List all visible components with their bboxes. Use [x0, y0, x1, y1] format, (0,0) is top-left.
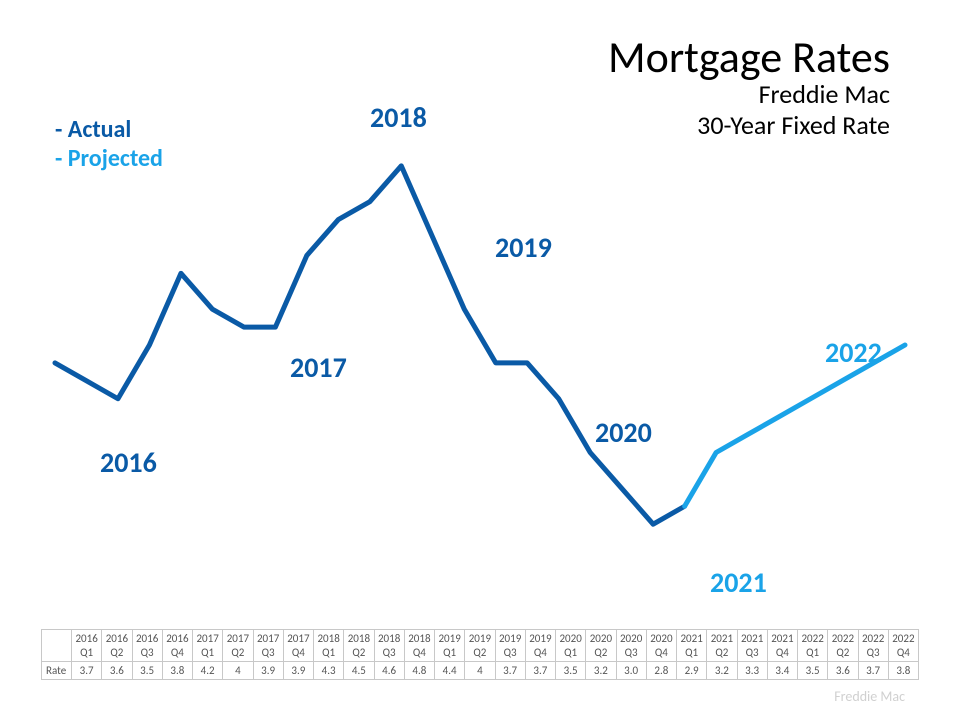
table-header-cell: 2016Q1	[72, 630, 102, 661]
table-header-cell: 2018Q2	[344, 630, 374, 661]
table-header-cell: 2016Q4	[162, 630, 192, 661]
table-cell: 3.7	[858, 661, 888, 679]
table-cell: 3.2	[707, 661, 737, 679]
table-cell: 3.0	[616, 661, 646, 679]
table-cell: 4.8	[404, 661, 434, 679]
table-header-cell: 2017Q1	[193, 630, 223, 661]
table-header-cell: 2018Q1	[314, 630, 344, 661]
table-cell: 3.8	[888, 661, 918, 679]
table-cell: 3.9	[283, 661, 313, 679]
table-header-cell: 2021Q4	[767, 630, 797, 661]
table-cell: 4.2	[193, 661, 223, 679]
table-header-cell: 2017Q4	[283, 630, 313, 661]
table-header-row: 2016Q12016Q22016Q32016Q42017Q12017Q22017…	[42, 630, 919, 661]
table-header-cell: 2016Q2	[102, 630, 132, 661]
table-row-header: Rate	[42, 661, 72, 679]
table-header-cell: 2019Q4	[525, 630, 555, 661]
table-header-cell: 2022Q1	[798, 630, 828, 661]
table-cell: 4	[465, 661, 495, 679]
table-header-cell: 2018Q3	[374, 630, 404, 661]
table-corner	[42, 630, 72, 661]
table-header-cell: 2020Q2	[586, 630, 616, 661]
attribution: Freddie Mac	[834, 688, 905, 705]
data-table: 2016Q12016Q22016Q32016Q42017Q12017Q22017…	[41, 629, 919, 680]
table-header-cell: 2019Q1	[435, 630, 465, 661]
table-cell: 4.6	[374, 661, 404, 679]
line-chart	[40, 40, 920, 620]
table-header-cell: 2022Q2	[828, 630, 858, 661]
table-header-cell: 2021Q2	[707, 630, 737, 661]
table-cell: 3.7	[72, 661, 102, 679]
year-label-2019: 2019	[495, 230, 552, 265]
year-label-2020: 2020	[595, 415, 652, 450]
table-header-cell: 2019Q3	[495, 630, 525, 661]
table-cell: 4.3	[314, 661, 344, 679]
table-header-cell: 2022Q3	[858, 630, 888, 661]
table-cell: 3.9	[253, 661, 283, 679]
table-cell: 2.9	[677, 661, 707, 679]
table-cell: 3.6	[828, 661, 858, 679]
table-cell: 3.4	[767, 661, 797, 679]
table-cell: 4.5	[344, 661, 374, 679]
table-header-cell: 2016Q3	[132, 630, 162, 661]
table-cell: 3.7	[495, 661, 525, 679]
year-label-2018: 2018	[370, 100, 427, 135]
table-cell: 3.5	[798, 661, 828, 679]
year-label-2016: 2016	[100, 445, 157, 480]
table-header-cell: 2019Q2	[465, 630, 495, 661]
table-cell: 3.8	[162, 661, 192, 679]
chart-container: Mortgage Rates Freddie Mac 30-Year Fixed…	[0, 0, 960, 720]
table-header-cell: 2021Q3	[737, 630, 767, 661]
table-header-cell: 2020Q3	[616, 630, 646, 661]
table-header-cell: 2020Q4	[646, 630, 676, 661]
table-header-cell: 2018Q4	[404, 630, 434, 661]
year-label-2022: 2022	[825, 335, 882, 370]
table-cell: 3.5	[132, 661, 162, 679]
table-row: Rate3.73.63.53.84.243.93.94.34.54.64.84.…	[42, 661, 919, 679]
table-header-cell: 2017Q2	[223, 630, 253, 661]
table-header-cell: 2021Q1	[677, 630, 707, 661]
table-cell: 3.7	[525, 661, 555, 679]
year-label-2021: 2021	[710, 565, 767, 600]
table-cell: 4.4	[435, 661, 465, 679]
table-header-cell: 2020Q1	[556, 630, 586, 661]
table-header-cell: 2022Q4	[888, 630, 918, 661]
year-label-2017: 2017	[290, 350, 347, 385]
table-cell: 3.3	[737, 661, 767, 679]
table-cell: 3.2	[586, 661, 616, 679]
table-cell: 2.8	[646, 661, 676, 679]
table-cell: 3.6	[102, 661, 132, 679]
table-header-cell: 2017Q3	[253, 630, 283, 661]
table-cell: 4	[223, 661, 253, 679]
table-cell: 3.5	[556, 661, 586, 679]
